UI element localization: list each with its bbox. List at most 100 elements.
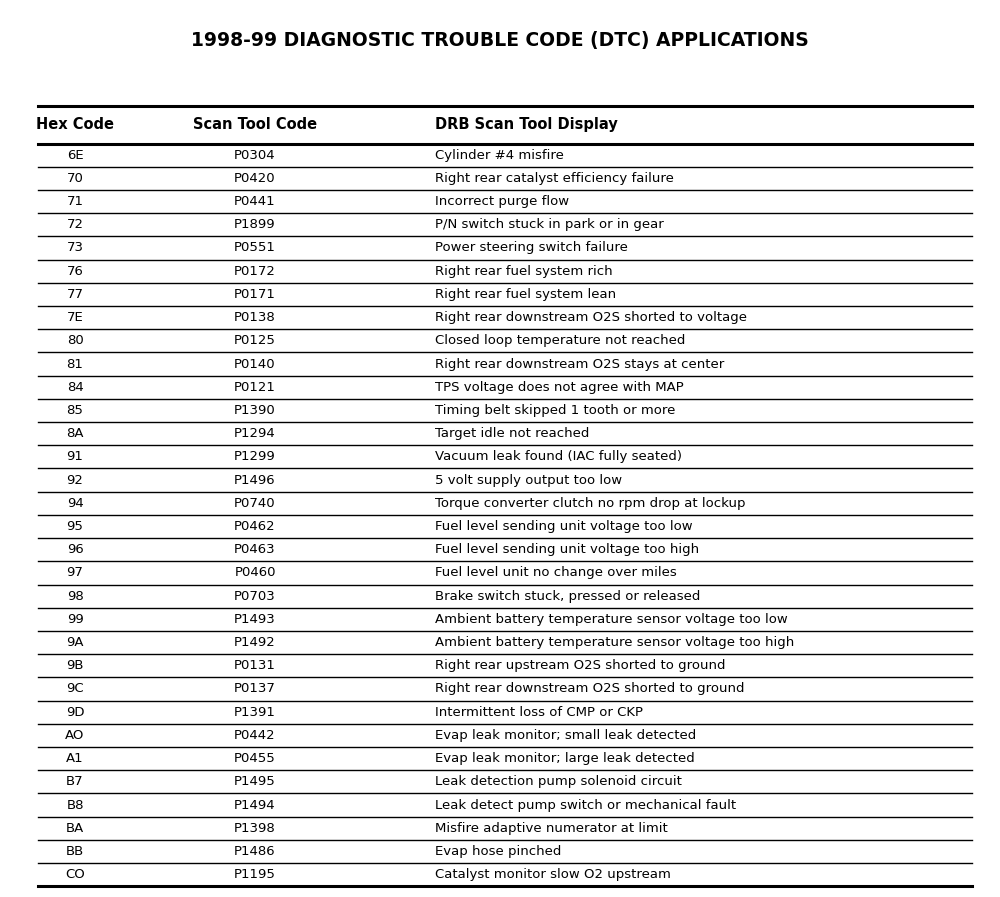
Text: P1294: P1294 [234, 427, 276, 440]
Text: 97: 97 [67, 566, 83, 579]
Text: BB: BB [66, 845, 84, 858]
Text: BA: BA [66, 822, 84, 835]
Text: P1391: P1391 [234, 706, 276, 718]
Text: Power steering switch failure: Power steering switch failure [435, 241, 628, 255]
Text: Fuel level sending unit voltage too high: Fuel level sending unit voltage too high [435, 544, 699, 556]
Text: Evap leak monitor; small leak detected: Evap leak monitor; small leak detected [435, 729, 696, 742]
Text: P1492: P1492 [234, 636, 276, 649]
Text: Right rear fuel system lean: Right rear fuel system lean [435, 288, 616, 300]
Text: 9C: 9C [66, 683, 84, 695]
Text: Intermittent loss of CMP or CKP: Intermittent loss of CMP or CKP [435, 706, 643, 718]
Text: Right rear downstream O2S shorted to voltage: Right rear downstream O2S shorted to vol… [435, 311, 747, 324]
Text: P0171: P0171 [234, 288, 276, 300]
Text: 85: 85 [67, 404, 83, 417]
Text: P1299: P1299 [234, 450, 276, 464]
Text: 96: 96 [67, 544, 83, 556]
Text: 94: 94 [67, 497, 83, 509]
Text: 95: 95 [67, 520, 83, 533]
Text: 9D: 9D [66, 706, 84, 718]
Text: P0551: P0551 [234, 241, 276, 255]
Text: 9B: 9B [66, 659, 84, 672]
Text: P1494: P1494 [234, 798, 276, 812]
Text: TPS voltage does not agree with MAP: TPS voltage does not agree with MAP [435, 380, 684, 394]
Text: P1486: P1486 [234, 845, 276, 858]
Text: Right rear catalyst efficiency failure: Right rear catalyst efficiency failure [435, 172, 674, 185]
Text: Brake switch stuck, pressed or released: Brake switch stuck, pressed or released [435, 589, 700, 603]
Text: 72: 72 [66, 218, 84, 231]
Text: Scan Tool Code: Scan Tool Code [193, 118, 317, 132]
Text: P0460: P0460 [234, 566, 276, 579]
Text: P0138: P0138 [234, 311, 276, 324]
Text: Target idle not reached: Target idle not reached [435, 427, 589, 440]
Text: Leak detect pump switch or mechanical fault: Leak detect pump switch or mechanical fa… [435, 798, 736, 812]
Text: Catalyst monitor slow O2 upstream: Catalyst monitor slow O2 upstream [435, 868, 671, 881]
Text: Vacuum leak found (IAC fully seated): Vacuum leak found (IAC fully seated) [435, 450, 682, 464]
Text: Right rear downstream O2S shorted to ground: Right rear downstream O2S shorted to gro… [435, 683, 744, 695]
Text: Ambient battery temperature sensor voltage too low: Ambient battery temperature sensor volta… [435, 613, 788, 626]
Text: P1493: P1493 [234, 613, 276, 626]
Text: Right rear upstream O2S shorted to ground: Right rear upstream O2S shorted to groun… [435, 659, 726, 672]
Text: 70: 70 [67, 172, 83, 185]
Text: 9A: 9A [66, 636, 84, 649]
Text: CO: CO [65, 868, 85, 881]
Text: 6E: 6E [67, 149, 83, 161]
Text: P0172: P0172 [234, 265, 276, 278]
Text: 92: 92 [67, 474, 83, 486]
Text: Misfire adaptive numerator at limit: Misfire adaptive numerator at limit [435, 822, 668, 835]
Text: 80: 80 [67, 335, 83, 347]
Text: 8A: 8A [66, 427, 84, 440]
Text: P0131: P0131 [234, 659, 276, 672]
Text: Torque converter clutch no rpm drop at lockup: Torque converter clutch no rpm drop at l… [435, 497, 746, 509]
Text: B8: B8 [66, 798, 84, 812]
Text: AO: AO [65, 729, 85, 742]
Text: P0463: P0463 [234, 544, 276, 556]
Text: Hex Code: Hex Code [36, 118, 114, 132]
Text: P0441: P0441 [234, 195, 276, 208]
Text: 98: 98 [67, 589, 83, 603]
Text: 76: 76 [67, 265, 83, 278]
Text: Ambient battery temperature sensor voltage too high: Ambient battery temperature sensor volta… [435, 636, 794, 649]
Text: B7: B7 [66, 775, 84, 788]
Text: 71: 71 [66, 195, 84, 208]
Text: Evap hose pinched: Evap hose pinched [435, 845, 561, 858]
Text: P0703: P0703 [234, 589, 276, 603]
Text: P0740: P0740 [234, 497, 276, 509]
Text: Timing belt skipped 1 tooth or more: Timing belt skipped 1 tooth or more [435, 404, 675, 417]
Text: P1495: P1495 [234, 775, 276, 788]
Text: A1: A1 [66, 752, 84, 765]
Text: Fuel level unit no change over miles: Fuel level unit no change over miles [435, 566, 677, 579]
Text: P0137: P0137 [234, 683, 276, 695]
Text: 91: 91 [67, 450, 83, 464]
Text: P0121: P0121 [234, 380, 276, 394]
Text: P0304: P0304 [234, 149, 276, 161]
Text: P0140: P0140 [234, 358, 276, 370]
Text: Right rear fuel system rich: Right rear fuel system rich [435, 265, 613, 278]
Text: 1998-99 DIAGNOSTIC TROUBLE CODE (DTC) APPLICATIONS: 1998-99 DIAGNOSTIC TROUBLE CODE (DTC) AP… [191, 30, 809, 50]
Text: 7E: 7E [67, 311, 83, 324]
Text: 77: 77 [66, 288, 84, 300]
Text: 5 volt supply output too low: 5 volt supply output too low [435, 474, 622, 486]
Text: Closed loop temperature not reached: Closed loop temperature not reached [435, 335, 685, 347]
Text: 73: 73 [66, 241, 84, 255]
Text: 99: 99 [67, 613, 83, 626]
Text: P0125: P0125 [234, 335, 276, 347]
Text: Cylinder #4 misfire: Cylinder #4 misfire [435, 149, 564, 161]
Text: 81: 81 [67, 358, 83, 370]
Text: P0420: P0420 [234, 172, 276, 185]
Text: Evap leak monitor; large leak detected: Evap leak monitor; large leak detected [435, 752, 695, 765]
Text: DRB Scan Tool Display: DRB Scan Tool Display [435, 118, 618, 132]
Text: Incorrect purge flow: Incorrect purge flow [435, 195, 569, 208]
Text: P1390: P1390 [234, 404, 276, 417]
Text: P1496: P1496 [234, 474, 276, 486]
Text: Fuel level sending unit voltage too low: Fuel level sending unit voltage too low [435, 520, 693, 533]
Text: P1195: P1195 [234, 868, 276, 881]
Text: Right rear downstream O2S stays at center: Right rear downstream O2S stays at cente… [435, 358, 724, 370]
Text: P0462: P0462 [234, 520, 276, 533]
Text: P1899: P1899 [234, 218, 276, 231]
Text: P1398: P1398 [234, 822, 276, 835]
Text: Leak detection pump solenoid circuit: Leak detection pump solenoid circuit [435, 775, 682, 788]
Text: P/N switch stuck in park or in gear: P/N switch stuck in park or in gear [435, 218, 664, 231]
Text: P0455: P0455 [234, 752, 276, 765]
Text: 84: 84 [67, 380, 83, 394]
Text: P0442: P0442 [234, 729, 276, 742]
